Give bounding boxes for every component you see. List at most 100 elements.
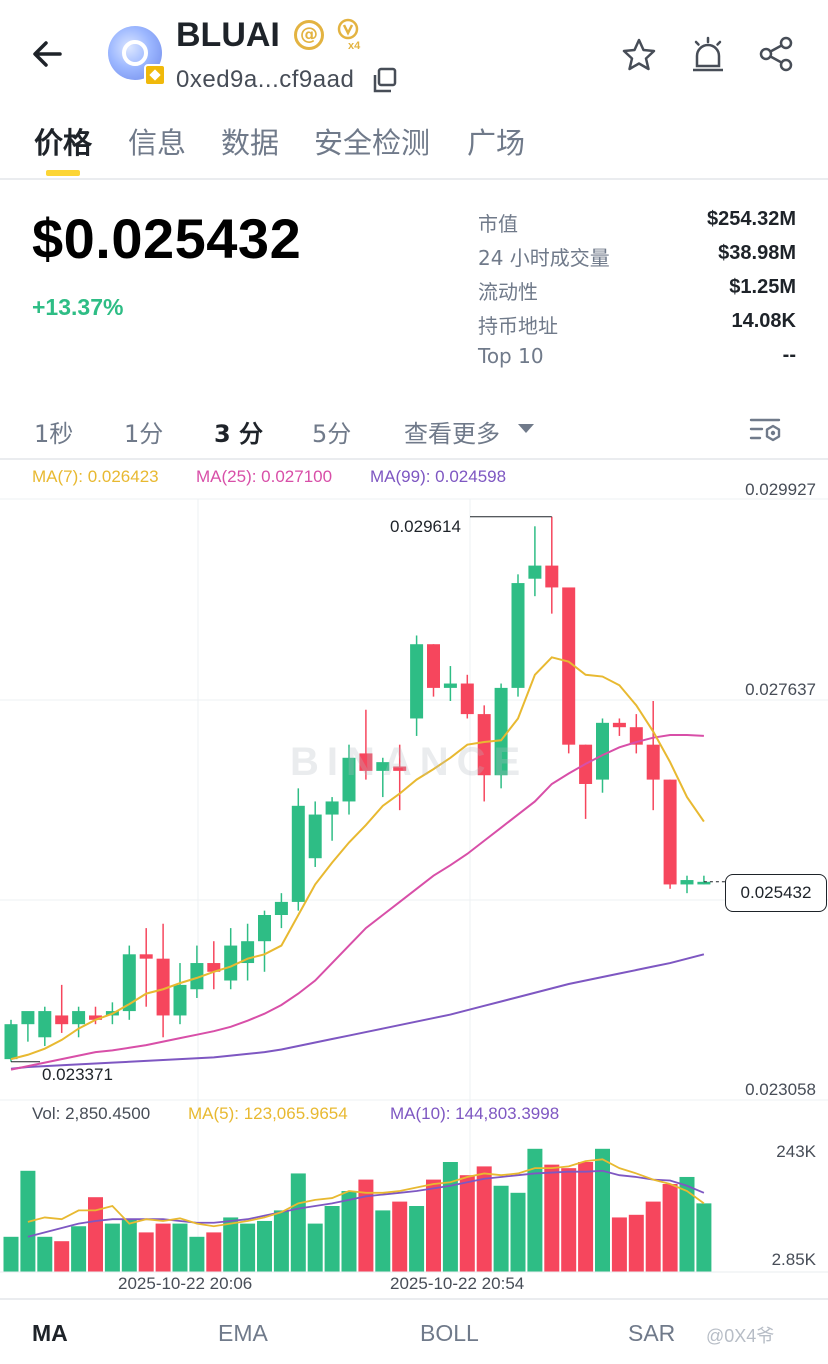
volume-bar bbox=[223, 1217, 239, 1272]
volume-legend: Vol: 2,850.4500 bbox=[32, 1104, 151, 1123]
candle-body bbox=[494, 687, 508, 776]
stat-value: -- bbox=[782, 344, 796, 366]
candle-body bbox=[511, 583, 525, 688]
volume-bar bbox=[189, 1236, 205, 1272]
vol-axis-label-top: 243K bbox=[776, 1142, 816, 1161]
vol-ma10-legend: MA(10): 144,803.3998 bbox=[390, 1104, 560, 1123]
volume-bar bbox=[54, 1241, 70, 1272]
stat-label: 24 小时成交量 bbox=[478, 246, 610, 270]
tab-security[interactable]: 安全检测 bbox=[314, 126, 431, 160]
candle-body bbox=[680, 880, 694, 885]
stat-label: 市值 bbox=[478, 212, 518, 236]
at-badge-icon[interactable]: @ bbox=[294, 20, 324, 50]
back-arrow-icon[interactable] bbox=[28, 34, 68, 74]
volume-bar bbox=[324, 1206, 340, 1272]
stat-liquidity: 流动性 $1.25M bbox=[478, 274, 796, 308]
interval-more[interactable]: 查看更多 bbox=[404, 420, 500, 448]
chart-settings-icon[interactable] bbox=[748, 412, 784, 448]
high-price-label: 0.029614 bbox=[390, 517, 461, 536]
volume-bar bbox=[645, 1201, 661, 1272]
volume-bar bbox=[561, 1168, 577, 1272]
stat-holders: 持币地址 14.08K bbox=[478, 308, 796, 342]
vol-axis-label-bottom: 2.85K bbox=[771, 1250, 816, 1269]
candle-body bbox=[122, 954, 136, 1012]
vol-ma10-line bbox=[27, 1169, 705, 1238]
price-alert-icon[interactable] bbox=[688, 34, 728, 74]
volume-bar bbox=[273, 1210, 289, 1272]
share-icon[interactable] bbox=[756, 34, 796, 74]
volume-bar bbox=[3, 1236, 19, 1272]
vol-ma5-legend: MA(5): 123,065.9654 bbox=[188, 1104, 348, 1123]
candle-body bbox=[393, 766, 407, 771]
volume-bar bbox=[426, 1179, 441, 1272]
vol-ma5-line bbox=[27, 1158, 705, 1228]
y-axis-label-mid: 0.027637 bbox=[745, 680, 816, 699]
candle-body bbox=[21, 1011, 35, 1025]
indicator-boll[interactable]: BOLL bbox=[420, 1320, 479, 1346]
candle-body bbox=[477, 714, 491, 776]
stat-value: $254.32M bbox=[707, 208, 796, 230]
interval-1s[interactable]: 1秒 bbox=[34, 420, 74, 448]
candle-body bbox=[38, 1011, 52, 1038]
indicator-ma[interactable]: MA bbox=[32, 1320, 68, 1346]
volume-bar bbox=[257, 1220, 272, 1272]
volume-bar bbox=[71, 1226, 87, 1272]
interval-bar: 1秒 1分 3 分 5分 查看更多 bbox=[0, 400, 828, 460]
candle-body bbox=[258, 915, 271, 942]
candle-body bbox=[410, 644, 424, 719]
candle-body bbox=[562, 587, 576, 745]
volume-bar bbox=[37, 1236, 53, 1272]
candle-body bbox=[173, 984, 187, 1016]
indicator-ema[interactable]: EMA bbox=[218, 1320, 268, 1346]
low-price-label: 0.023371 bbox=[42, 1065, 113, 1084]
v-badge-label: x4 bbox=[348, 40, 361, 50]
candle-body bbox=[55, 1015, 69, 1025]
stat-value: $38.98M bbox=[718, 242, 796, 264]
volume-bar bbox=[240, 1223, 256, 1272]
interval-5m[interactable]: 5分 bbox=[312, 420, 352, 448]
volume-bar bbox=[476, 1166, 492, 1272]
volume-bar bbox=[493, 1185, 509, 1272]
volume-bar bbox=[307, 1223, 323, 1272]
bnb-chain-icon bbox=[144, 64, 166, 86]
tab-data[interactable]: 数据 bbox=[221, 126, 280, 160]
candle-body bbox=[342, 757, 356, 802]
tab-square[interactable]: 广场 bbox=[467, 126, 526, 160]
volume-bar bbox=[442, 1162, 458, 1272]
token-name: BLUAI bbox=[176, 16, 280, 54]
volume-bar bbox=[595, 1148, 610, 1272]
ma25-legend: MA(25): 0.027100 bbox=[196, 467, 333, 486]
verified-badge-icon[interactable]: x4 bbox=[336, 18, 366, 50]
volume-bar bbox=[544, 1164, 560, 1272]
tab-info[interactable]: 信息 bbox=[128, 126, 187, 160]
volume-bar bbox=[121, 1219, 137, 1272]
interval-1m[interactable]: 1分 bbox=[124, 420, 164, 448]
copy-icon[interactable] bbox=[370, 66, 398, 94]
tab-price[interactable]: 价格 bbox=[34, 126, 93, 160]
candle-body bbox=[612, 722, 626, 728]
candle-body bbox=[528, 565, 542, 579]
interval-3m[interactable]: 3 分 bbox=[214, 420, 264, 448]
volume-bar bbox=[578, 1162, 594, 1272]
candle-body bbox=[4, 1024, 18, 1060]
candle-body bbox=[359, 753, 373, 771]
indicator-bar: MA EMA BOLL SAR @0X4爷 bbox=[0, 1298, 828, 1364]
favorite-star-icon[interactable] bbox=[620, 36, 658, 74]
volume-bar bbox=[409, 1206, 425, 1272]
candle-body bbox=[139, 954, 153, 959]
stat-label: 持币地址 bbox=[478, 314, 558, 338]
volume-bar bbox=[341, 1191, 357, 1272]
candle-body bbox=[427, 644, 440, 688]
candle-body bbox=[663, 779, 677, 885]
chevron-down-icon[interactable] bbox=[518, 424, 534, 433]
contract-address: 0xed9a...cf9aad bbox=[176, 66, 355, 93]
indicator-sar[interactable]: SAR bbox=[628, 1320, 676, 1346]
candle-body bbox=[545, 565, 559, 588]
current-price: $0.025432 bbox=[32, 207, 302, 270]
stat-value: 14.08K bbox=[731, 310, 797, 332]
author-watermark: @0X4爷 bbox=[706, 1326, 775, 1346]
candle-body bbox=[224, 945, 238, 981]
candle-body bbox=[443, 683, 457, 688]
candle-body bbox=[291, 805, 305, 902]
candlestick-chart[interactable] bbox=[0, 460, 828, 1298]
